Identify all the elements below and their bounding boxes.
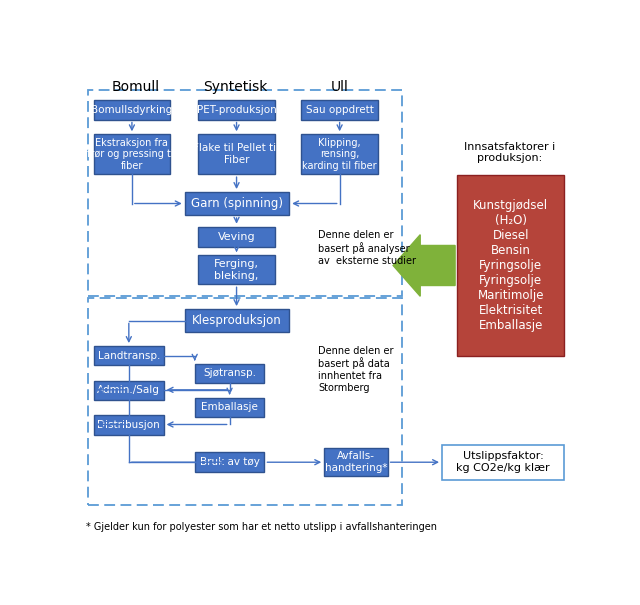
Bar bbox=[184, 192, 289, 215]
Text: Kunstgjødsel
(H₂O)
Diesel
Bensin
Fyringsolje
Fyringsolje
Maritimolje
Elektrisite: Kunstgjødsel (H₂O) Diesel Bensin Fyrings… bbox=[474, 199, 548, 332]
Bar bbox=[458, 175, 564, 356]
Text: Landtransp.: Landtransp. bbox=[98, 350, 160, 361]
Text: Garn (spinning): Garn (spinning) bbox=[191, 197, 283, 210]
Bar bbox=[198, 100, 275, 120]
Bar bbox=[94, 381, 164, 400]
Bar bbox=[198, 134, 275, 174]
Text: Avfalls-
handtering*: Avfalls- handtering* bbox=[324, 451, 387, 473]
Text: PET-produksjon: PET-produksjon bbox=[196, 105, 276, 114]
Text: Denne delen er
basert på data
innhentet fra
Stormberg: Denne delen er basert på data innhentet … bbox=[318, 345, 394, 393]
Bar bbox=[94, 415, 164, 434]
Text: Klesproduksjon: Klesproduksjon bbox=[192, 314, 282, 327]
Text: Utslippsfaktor:
kg CO2e/kg klær: Utslippsfaktor: kg CO2e/kg klær bbox=[456, 451, 550, 473]
Text: Ull: Ull bbox=[331, 80, 349, 94]
Text: Distribusjon: Distribusjon bbox=[97, 420, 160, 430]
Text: Denne delen er
basert på analyser
av  eksterne studier: Denne delen er basert på analyser av eks… bbox=[318, 231, 416, 266]
Bar bbox=[184, 309, 289, 332]
Text: Admin./Salg: Admin./Salg bbox=[97, 385, 160, 395]
FancyArrow shape bbox=[393, 235, 455, 296]
Bar bbox=[195, 397, 264, 417]
Text: Bomullsdyrking: Bomullsdyrking bbox=[92, 105, 173, 114]
Text: Emballasje: Emballasje bbox=[201, 402, 258, 412]
Bar bbox=[198, 255, 275, 284]
Bar bbox=[301, 134, 378, 174]
Bar bbox=[442, 445, 564, 480]
Bar bbox=[94, 100, 170, 120]
Text: Veving: Veving bbox=[218, 232, 255, 241]
Bar bbox=[195, 452, 264, 473]
Bar bbox=[324, 448, 388, 476]
Text: Ekstraksjon fra
frør og pressing til
fiber: Ekstraksjon fra frør og pressing til fib… bbox=[87, 137, 177, 171]
Text: Sjøtransp.: Sjøtransp. bbox=[203, 368, 256, 378]
Text: Sau oppdrett: Sau oppdrett bbox=[306, 105, 374, 114]
Text: * Gjelder kun for polyester som har et netto utslipp i avfallshanteringen: * Gjelder kun for polyester som har et n… bbox=[86, 522, 437, 532]
Bar bbox=[198, 227, 275, 247]
Text: Syntetisk: Syntetisk bbox=[203, 80, 267, 94]
Bar bbox=[88, 298, 402, 505]
Text: Bomull: Bomull bbox=[112, 80, 160, 94]
Text: Ferging,
bleking,: Ferging, bleking, bbox=[214, 259, 259, 281]
Text: Bruk av tøy: Bruk av tøy bbox=[200, 457, 259, 467]
Bar bbox=[88, 90, 402, 296]
Bar bbox=[301, 100, 378, 120]
Text: Innsatsfaktorer i
produksjon:: Innsatsfaktorer i produksjon: bbox=[465, 142, 556, 163]
Text: Flake til Pellet til
Fiber: Flake til Pellet til Fiber bbox=[193, 143, 280, 165]
Bar bbox=[94, 134, 170, 174]
Bar bbox=[94, 346, 164, 365]
Bar bbox=[195, 364, 264, 383]
Text: Klipping,
rensing,
karding til fiber: Klipping, rensing, karding til fiber bbox=[302, 137, 377, 171]
